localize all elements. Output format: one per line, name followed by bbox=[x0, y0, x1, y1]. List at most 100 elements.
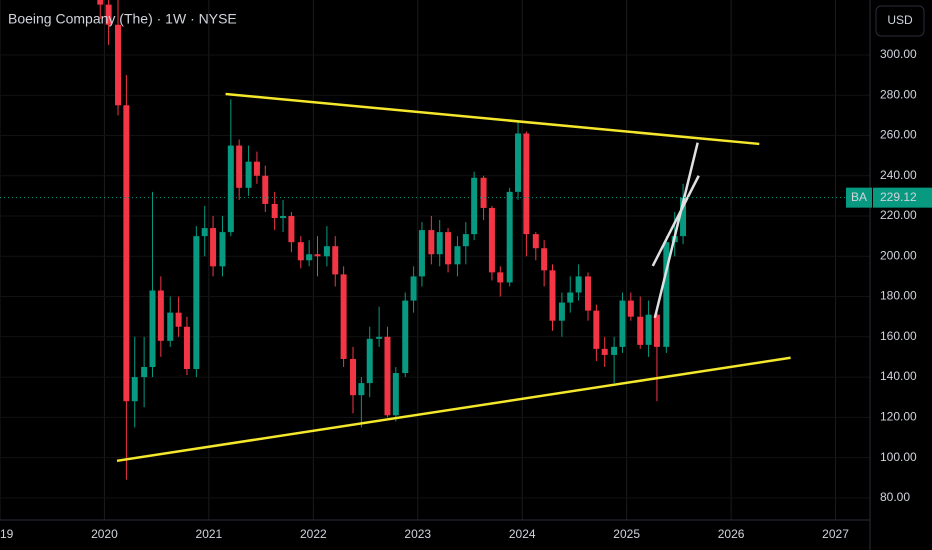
y-tick-label: 300.00 bbox=[880, 47, 917, 61]
candle-body bbox=[436, 232, 443, 255]
symbol-label: BA bbox=[851, 190, 867, 204]
y-tick-label: 100.00 bbox=[880, 450, 917, 464]
trend-line bbox=[116, 356, 791, 463]
candle-body bbox=[323, 246, 330, 257]
y-tick-label: 240.00 bbox=[880, 168, 917, 182]
candle-body bbox=[105, 4, 112, 25]
currency[interactable]: USD bbox=[887, 13, 913, 27]
candle-body bbox=[506, 191, 513, 283]
candle-body bbox=[410, 276, 417, 301]
x-tick-label: 2025 bbox=[613, 527, 640, 541]
candle-body bbox=[175, 312, 182, 327]
candle-body bbox=[402, 300, 409, 374]
candle-body bbox=[183, 326, 190, 370]
candle-body bbox=[384, 336, 391, 416]
candle-body bbox=[462, 234, 469, 247]
candle-body bbox=[515, 133, 522, 192]
candle-body bbox=[593, 310, 600, 349]
candle-body bbox=[350, 358, 357, 396]
candle-body bbox=[340, 274, 347, 359]
candle-body bbox=[601, 348, 608, 355]
candle-body bbox=[245, 161, 252, 188]
candle-body bbox=[210, 228, 217, 267]
y-tick-label: 140.00 bbox=[880, 369, 917, 383]
candle-body bbox=[227, 145, 234, 233]
candle-body bbox=[523, 133, 530, 235]
candle-body bbox=[280, 216, 287, 219]
candle-body bbox=[541, 248, 548, 271]
plot-area bbox=[0, 0, 870, 520]
x-tick-label: 2024 bbox=[509, 527, 536, 541]
candle-body bbox=[567, 292, 574, 303]
candle-body bbox=[314, 254, 321, 257]
trend-line bbox=[651, 175, 700, 267]
candle-body bbox=[619, 300, 626, 347]
y-tick-label: 80.00 bbox=[880, 490, 910, 504]
last-price-label: 229.12 bbox=[880, 190, 917, 204]
candle-body bbox=[653, 314, 660, 347]
candle-body bbox=[663, 242, 670, 347]
candle-body bbox=[627, 300, 634, 317]
x-tick-label: 2026 bbox=[718, 527, 745, 541]
candle-body bbox=[271, 203, 278, 219]
candle-body bbox=[680, 197, 687, 237]
trend-line bbox=[225, 92, 760, 146]
candle-body bbox=[131, 377, 138, 402]
candle-body bbox=[454, 246, 461, 265]
candle-body bbox=[418, 230, 425, 277]
candle-body bbox=[97, 0, 104, 5]
x-tick-label: 2023 bbox=[404, 527, 431, 541]
candle-body bbox=[306, 254, 313, 261]
candle-body bbox=[611, 346, 618, 355]
candle-body bbox=[585, 276, 592, 311]
candle-body bbox=[358, 383, 365, 396]
candle-body bbox=[366, 338, 373, 384]
candle-body bbox=[288, 216, 295, 243]
candle-body bbox=[376, 336, 383, 339]
candle-body bbox=[123, 105, 130, 402]
candle-body bbox=[637, 316, 644, 345]
candle-body bbox=[480, 177, 487, 208]
candle-body bbox=[428, 230, 435, 255]
candle-body bbox=[532, 234, 539, 249]
candle-body bbox=[157, 290, 164, 341]
candle-body bbox=[262, 175, 269, 204]
candle-body bbox=[149, 290, 156, 367]
candle-body bbox=[392, 373, 399, 416]
y-tick-label: 180.00 bbox=[880, 289, 917, 303]
candle-body bbox=[297, 242, 304, 261]
x-tick-label: 2019 bbox=[0, 527, 14, 541]
candle-body bbox=[558, 302, 565, 321]
candle-body bbox=[167, 312, 174, 341]
candle-body bbox=[549, 270, 556, 321]
candle-body bbox=[497, 272, 504, 283]
symbol-badge bbox=[846, 187, 872, 208]
x-tick-label: 2027 bbox=[822, 527, 849, 541]
candle-body bbox=[219, 232, 226, 267]
y-tick-label: 220.00 bbox=[880, 208, 917, 222]
candle-body bbox=[236, 145, 243, 188]
y-tick-label: 260.00 bbox=[880, 128, 917, 142]
candle-body bbox=[115, 24, 122, 106]
y-tick-label: 160.00 bbox=[880, 329, 917, 343]
candle-body bbox=[471, 177, 478, 235]
y-tick-label: 120.00 bbox=[880, 410, 917, 424]
last-price-badge bbox=[873, 187, 932, 208]
candle-body bbox=[332, 246, 339, 275]
candle-body bbox=[193, 236, 200, 370]
axes: 2019 2020 2021 2022 2023 2024 2025 2026 2027 80.0… bbox=[0, 47, 932, 541]
y-tick-label: 200.00 bbox=[880, 248, 917, 262]
chart-title: Boeing Company (The) · 1W · NYSE bbox=[8, 11, 237, 27]
x-tick-label: 2021 bbox=[196, 527, 223, 541]
currency-button[interactable] bbox=[875, 5, 925, 37]
x-tick-label: 2020 bbox=[91, 527, 118, 541]
candle-body bbox=[141, 366, 148, 378]
candle-body bbox=[445, 232, 452, 265]
candle-body bbox=[201, 228, 208, 237]
candle-body bbox=[575, 276, 582, 293]
candle-body bbox=[488, 207, 495, 273]
candle-body bbox=[253, 161, 260, 176]
x-tick-label: 2022 bbox=[300, 527, 327, 541]
trend-line bbox=[653, 142, 699, 319]
